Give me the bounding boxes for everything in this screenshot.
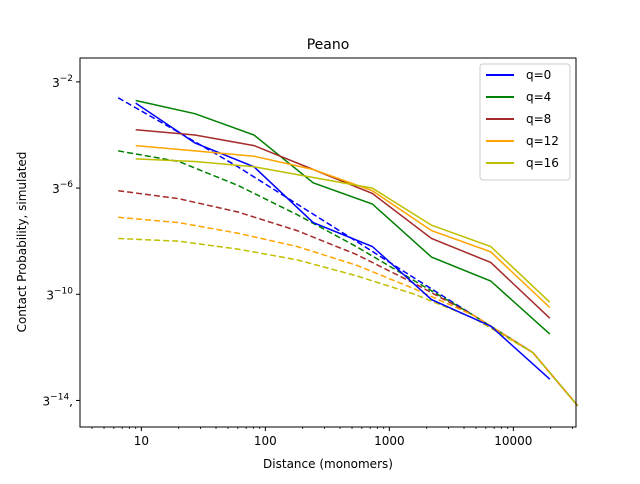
x-tick-label: 10000 (494, 434, 532, 448)
x-tick-label: 100 (254, 434, 277, 448)
series-0-solid-line (135, 102, 551, 380)
legend-label: q=0 (526, 68, 551, 82)
series-2-solid-line (135, 128, 551, 319)
legend-label: q=12 (526, 134, 559, 148)
series-3-dashed-line (118, 216, 579, 407)
x-axis-label: Distance (monomers) (263, 457, 393, 471)
y-tick-label: 3−10 (46, 286, 73, 302)
plot-frame (79, 57, 577, 428)
legend-box (479, 63, 571, 181)
y-tick-label: 3−14, (43, 392, 73, 408)
legend-label: q=4 (526, 90, 551, 104)
y-axis-label: Contact Probability, simulated (15, 152, 29, 333)
series-lines (117, 97, 579, 407)
series-1-solid-line (135, 99, 551, 335)
series-2-dashed-line (118, 189, 579, 407)
legend: q=0 q=4 q=8 q=12 q=16 (479, 63, 571, 181)
legend-label: q=8 (526, 112, 551, 126)
series-4-solid-line (135, 158, 551, 303)
x-axis-ticks: 10 100 1000 10000 (91, 427, 573, 448)
x-tick-label: 10 (134, 434, 149, 448)
series-1-dashed-line (118, 150, 579, 407)
series-3-solid-line (135, 144, 551, 309)
chart-title: Peano (307, 37, 350, 53)
y-tick-label: 3−2 (52, 74, 73, 90)
x-tick-label: 1000 (374, 434, 405, 448)
y-axis-ticks: 3−2 3−6 3−10 3−14, (43, 74, 80, 408)
legend-label: q=16 (526, 156, 559, 170)
y-tick-label: 3−6 (52, 180, 73, 196)
